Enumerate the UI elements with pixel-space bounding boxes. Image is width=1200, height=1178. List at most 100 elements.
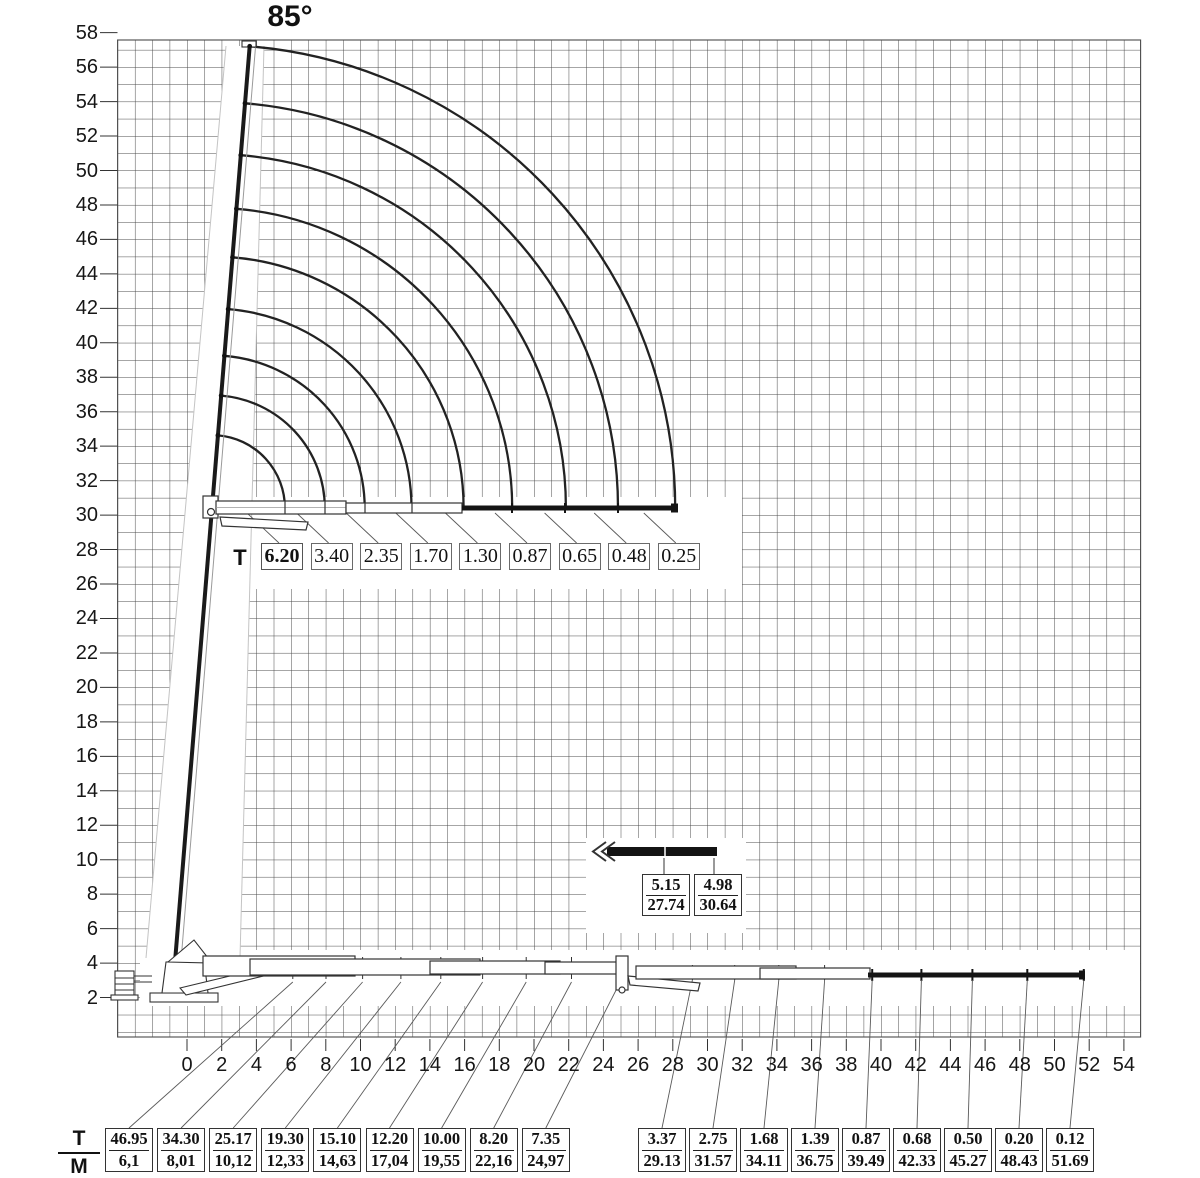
fraction-bar: [744, 1149, 784, 1151]
table-reach: 12,33: [266, 1150, 304, 1170]
table-leader: [661, 979, 693, 1129]
reach-arc: [240, 154, 568, 509]
boom-section-joint: [222, 353, 227, 359]
reach-arc: [228, 307, 413, 509]
capacity-leader: [445, 512, 478, 544]
fraction-bar: [369, 1149, 410, 1151]
table-tons: 25.17: [214, 1129, 252, 1148]
legend-fraction-bar: [58, 1152, 100, 1154]
x-axis-label: 10: [349, 1054, 372, 1076]
x-axis-label: 22: [557, 1054, 580, 1076]
x-axis-label: 12: [384, 1054, 407, 1076]
capacity-leader: [494, 512, 528, 544]
capacity-table-box: 46.95 6,1: [105, 1128, 153, 1172]
x-axis-label: 4: [250, 1054, 262, 1076]
capacity-table-box: 0.50 45.27: [944, 1128, 992, 1172]
fraction-bar: [948, 1149, 988, 1151]
x-axis-label: 24: [592, 1054, 615, 1076]
capacity-table-box: 12.20 17,04: [365, 1128, 414, 1172]
x-axis-label: 48: [1008, 1054, 1031, 1076]
fraction-bar: [646, 894, 686, 896]
table-leader: [814, 979, 826, 1129]
capacity-leader: [395, 512, 429, 544]
table-tons: 0.12: [1055, 1129, 1085, 1148]
x-axis-label: 54: [1112, 1054, 1136, 1076]
horizontal-boom: [202, 955, 1085, 994]
y-axis-label: 36: [75, 400, 98, 423]
inset-boom: [591, 841, 717, 874]
table-leader: [712, 979, 736, 1129]
table-tons: 12.20: [370, 1129, 409, 1148]
x-axis-label: 6: [285, 1054, 297, 1076]
table-tons: 15.10: [318, 1129, 356, 1148]
boom-section-joint: [230, 254, 235, 260]
reach-arc: [249, 45, 677, 509]
table-leader: [545, 981, 621, 1129]
capacity-table-box: 19.30 12,33: [261, 1128, 310, 1172]
reach-arc: [232, 256, 465, 509]
capacity-table-box: 0.68 42.33: [893, 1128, 941, 1172]
table-leader: [1018, 979, 1028, 1129]
fraction-bar: [265, 1149, 306, 1151]
boom-section-joint: [234, 206, 239, 212]
reach-arc: [217, 434, 287, 509]
table-leader: [128, 981, 294, 1129]
jib-capacity-value: 0.25: [657, 543, 700, 570]
table-reach: 39.49: [847, 1150, 885, 1170]
table-tons: 34.30: [162, 1129, 200, 1148]
y-axis-label: 28: [75, 538, 98, 561]
table-reach: 31.57: [694, 1150, 732, 1170]
x-axis-label: 40: [869, 1054, 893, 1076]
y-axis-label: 30: [75, 504, 98, 527]
boom-section-joint: [242, 100, 248, 106]
x-axis-label: 8: [320, 1054, 332, 1076]
axis-ticks: [100, 32, 1125, 1051]
capacity-table-box: 7.35 24,97: [521, 1128, 570, 1172]
y-axis-label: 42: [75, 297, 98, 320]
table-leader: [865, 979, 873, 1129]
table-reach: 14,63: [318, 1150, 356, 1170]
table-tons: 8.20: [479, 1129, 509, 1148]
y-axis-label: 20: [75, 676, 98, 699]
fraction-bar: [1050, 1149, 1090, 1151]
x-axis-label: 2: [216, 1054, 228, 1076]
capacity-table-box: 34.30 8,01: [157, 1128, 206, 1172]
upper-jib: [202, 495, 678, 531]
table-tons: 0.87: [851, 1129, 881, 1148]
y-axis-label: 22: [75, 641, 98, 664]
table-reach: 8,01: [166, 1150, 196, 1170]
reach-arc: [221, 394, 326, 509]
capacity-table-box: 0.20 48.43: [995, 1128, 1043, 1172]
capacity-leader: [544, 512, 577, 544]
table-reach: 24,97: [527, 1150, 565, 1170]
y-axis-label: 12: [75, 814, 98, 837]
boom-section-joint: [215, 433, 221, 438]
capacity-leader: [643, 512, 677, 544]
table-leader: [493, 981, 572, 1129]
capacity-table-box: 0.87 39.49: [842, 1128, 890, 1172]
table-reach: 42.33: [898, 1150, 936, 1170]
table-leader: [389, 981, 483, 1129]
inset-reach: 30.64: [699, 895, 737, 914]
inset-capacity-box: 5.15 27.74: [642, 874, 690, 916]
table-reach: 36.75: [796, 1150, 834, 1170]
y-axis-label: 8: [86, 883, 98, 906]
legend-t: T: [72, 1127, 86, 1150]
table-tons: 1.68: [749, 1129, 779, 1148]
table-leader: [763, 979, 780, 1129]
fraction-bar: [473, 1149, 514, 1151]
y-axis-label: 14: [75, 779, 98, 802]
table-reach: 45.27: [949, 1150, 987, 1170]
upper-t-label: T: [233, 545, 247, 570]
y-axis-label: 44: [75, 262, 98, 285]
capacity-table-box: 0.12 51.69: [1046, 1128, 1094, 1172]
table-tons: 1.39: [800, 1129, 830, 1148]
table-tons: 0.20: [1004, 1129, 1034, 1148]
x-axis-label: 20: [522, 1054, 546, 1076]
y-axis-label: 10: [75, 848, 98, 871]
x-axis-label: 44: [939, 1054, 962, 1076]
y-axis-label: 6: [86, 917, 98, 940]
table-reach: 17,04: [370, 1150, 409, 1170]
table-tons: 46.95: [110, 1129, 148, 1148]
capacity-table-box: 2.75 31.57: [689, 1128, 737, 1172]
